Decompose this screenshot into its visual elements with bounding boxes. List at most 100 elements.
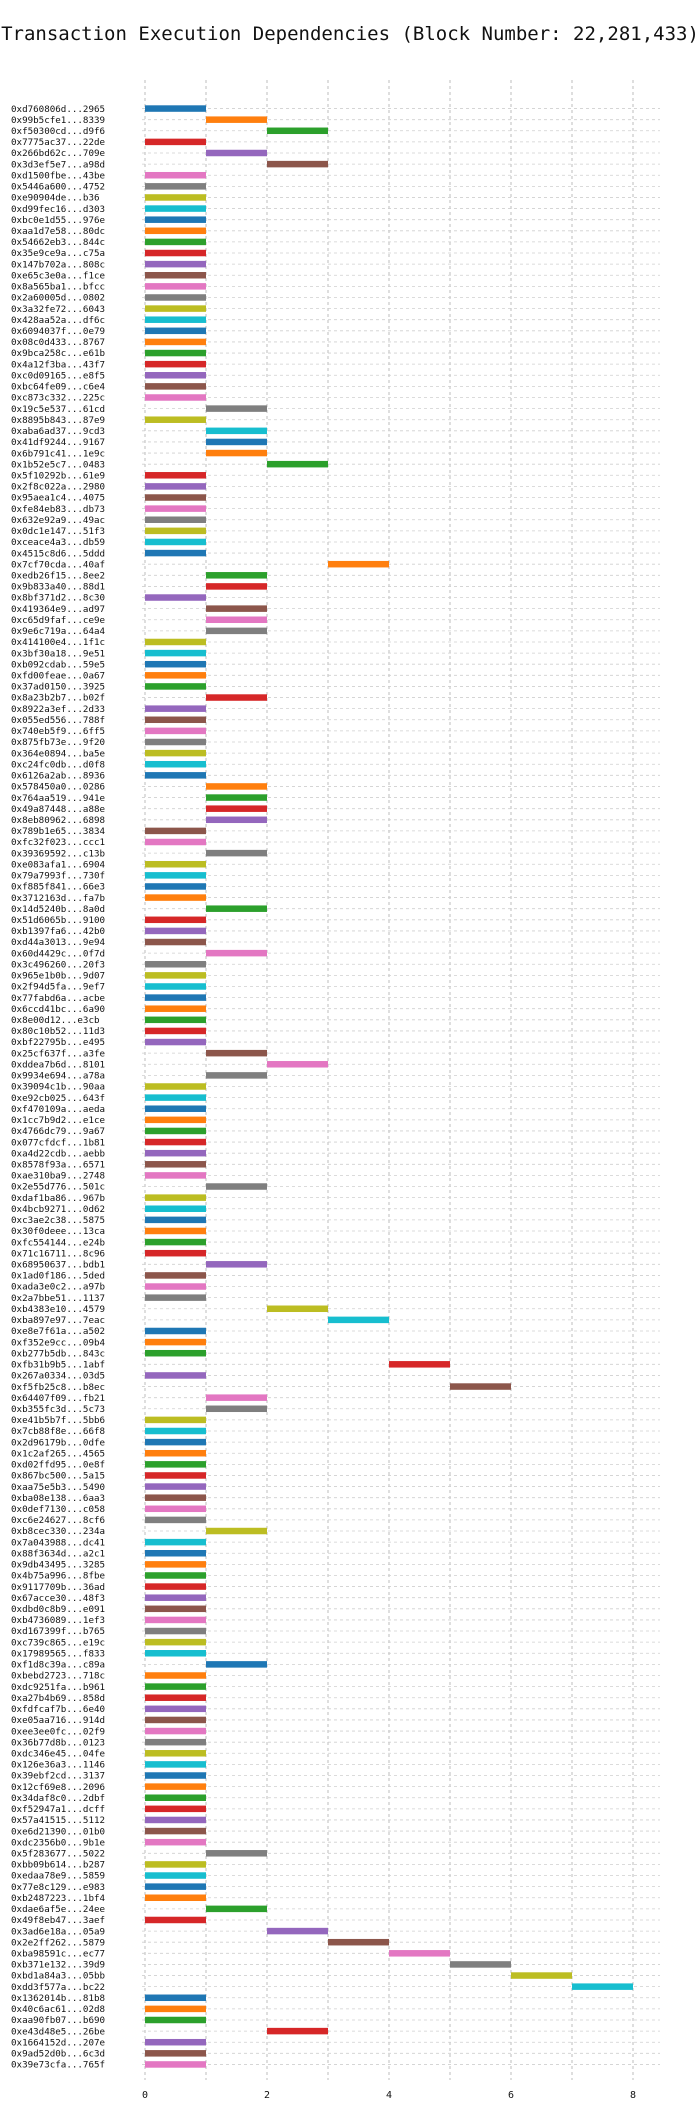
- transaction-bar: [267, 160, 328, 168]
- transaction-bar: [145, 338, 206, 346]
- y-tick-label: 0xba08e138...6aa3: [11, 1493, 105, 1504]
- transaction-bar: [145, 1894, 206, 1901]
- y-tick-label: 0x4a12f3ba...43f7: [11, 359, 105, 370]
- y-tick-label: 0x51d6065b...9100: [11, 915, 105, 926]
- transaction-bar: [145, 1727, 206, 1735]
- transaction-bar: [145, 649, 206, 657]
- transaction-bar: [145, 283, 206, 290]
- y-tick-label: 0xbc64fe09...c6e4: [11, 382, 106, 393]
- transaction-bar: [145, 1716, 206, 1724]
- transaction-bar: [145, 2005, 206, 2013]
- transaction-bar: [145, 660, 206, 668]
- transaction-bar: [145, 983, 206, 990]
- y-tick-label: 0xdc2356b0...9b1e: [11, 1837, 105, 1848]
- y-tick-label: 0x79a7993f...730f: [11, 871, 105, 882]
- transaction-bar: [145, 249, 206, 257]
- y-tick-label: 0xdaf1ba86...967b: [11, 1193, 105, 1204]
- transaction-bar: [145, 1494, 206, 1501]
- transaction-bar: [145, 1227, 206, 1235]
- y-tick-label: 0x077cfdcf...1b81: [11, 1137, 105, 1148]
- y-tick-label: 0x37ad0150...3925: [11, 682, 105, 693]
- x-tick-label: 6: [508, 2090, 514, 2101]
- y-tick-label: 0xe92cb025...643f: [11, 1093, 105, 1104]
- transaction-bar: [145, 672, 206, 679]
- transaction-bar: [145, 594, 206, 601]
- transaction-bar: [145, 1216, 206, 1224]
- transaction-bar: [145, 360, 206, 368]
- y-tick-label: 0x267a0334...03d5: [11, 1371, 105, 1382]
- transaction-bar: [145, 527, 206, 535]
- y-tick-label: 0x57a41515...5112: [11, 1815, 105, 1826]
- transaction-bar: [206, 572, 267, 579]
- transaction-bar: [328, 560, 389, 568]
- y-tick-label: 0x19c5e537...61cd: [11, 404, 105, 415]
- y-tick-label: 0xe8e7f61a...a502: [11, 1326, 105, 1337]
- y-tick-label: 0x77fabd6a...acbe: [11, 993, 105, 1004]
- y-tick-label: 0x3ad6e18a...05a9: [11, 1926, 105, 1937]
- transaction-bar: [145, 349, 206, 357]
- y-tick-label: 0xc3ae2c38...5875: [11, 1215, 105, 1226]
- transaction-bar: [145, 1327, 206, 1335]
- y-tick-label: 0xba98591c...ec77: [11, 1949, 105, 1960]
- y-tick-label: 0xbd1a84a3...05bb: [11, 1971, 105, 1982]
- y-tick-label: 0x9117709b...36ad: [11, 1582, 105, 1593]
- transaction-bar: [145, 1094, 206, 1101]
- y-tick-label: 0xfc32f023...ccc1: [11, 837, 105, 848]
- transaction-bar: [145, 260, 206, 268]
- transaction-bar: [145, 1005, 206, 1012]
- y-tick-label: 0x71c16711...8c96: [11, 1248, 105, 1259]
- y-tick-label: 0x055ed556...788f: [11, 715, 105, 726]
- y-tick-label: 0x2e2ff262...5879: [11, 1937, 105, 1948]
- y-tick-label: 0x2a60005d...0802: [11, 293, 105, 304]
- y-tick-label: 0x7a043988...dc41: [11, 1537, 105, 1548]
- transaction-bar: [145, 216, 206, 223]
- transaction-bar: [206, 805, 267, 812]
- transaction-bar: [145, 972, 206, 979]
- y-tick-label: 0xe43d48e5...26be: [11, 2026, 105, 2037]
- transaction-bar: [145, 227, 206, 235]
- transaction-bar: [145, 1883, 206, 1890]
- transaction-bar: [145, 994, 206, 1001]
- y-tick-label: 0xb277b5db...843c: [11, 1348, 105, 1359]
- y-tick-label: 0xfc554144...e24b: [11, 1237, 105, 1248]
- y-tick-label: 0x8bf371d2...8c30: [11, 593, 105, 604]
- transaction-bar: [145, 705, 206, 712]
- y-tick-label: 0x14d5240b...8a0d: [11, 904, 105, 915]
- y-tick-label: 0x9934e694...a78a: [11, 1071, 105, 1082]
- transaction-bar: [450, 1383, 511, 1390]
- y-tick-label: 0xbc0e1d55...976e: [11, 215, 105, 226]
- transaction-bar: [206, 905, 267, 912]
- transaction-bar: [206, 583, 267, 590]
- transaction-bar: [145, 1083, 206, 1090]
- y-tick-label: 0xc0d09165...e8f5: [11, 370, 105, 381]
- y-tick-label: 0x8922a3ef...2d33: [11, 704, 105, 715]
- transaction-bar: [328, 1316, 389, 1324]
- transaction-bar: [145, 772, 206, 779]
- transaction-bar: [389, 1950, 450, 1957]
- transaction-bar: [206, 949, 267, 957]
- y-tick-label: 0xdc9251fa...b961: [11, 1682, 105, 1693]
- y-tick-label: 0x49a87448...a88e: [11, 804, 105, 815]
- transaction-bar: [145, 105, 206, 112]
- y-tick-label: 0xb8cec330...234a: [11, 1526, 105, 1537]
- transaction-bar: [145, 760, 206, 768]
- transaction-bar: [145, 1794, 206, 1801]
- y-tick-label: 0x3bf30a18...9e51: [11, 648, 105, 659]
- y-tick-label: 0x3c496260...20f3: [11, 959, 105, 970]
- transaction-bar: [145, 1605, 206, 1613]
- grid-lines: [142, 80, 660, 2080]
- y-tick-label: 0x8578f93a...6571: [11, 1159, 105, 1170]
- y-tick-label: 0x35e9ce9a...c75a: [11, 248, 105, 259]
- transaction-bar: [206, 605, 267, 612]
- transaction-bar: [145, 638, 206, 646]
- x-tick-label: 2: [264, 2090, 270, 2101]
- y-tick-label: 0x1ad0f186...5ded: [11, 1271, 105, 1282]
- transaction-bar: [145, 827, 206, 835]
- transaction-bar: [145, 1538, 206, 1546]
- transaction-bar: [145, 883, 206, 890]
- y-tick-label: 0xaa75e5b3...5490: [11, 1482, 105, 1493]
- y-tick-label: 0x4515c8d6...5ddd: [11, 548, 105, 559]
- transaction-bar: [145, 1172, 206, 1179]
- y-tick-label: 0xe083afa1...6904: [11, 859, 106, 870]
- y-tick-label: 0xedb26f15...8ee2: [11, 571, 105, 582]
